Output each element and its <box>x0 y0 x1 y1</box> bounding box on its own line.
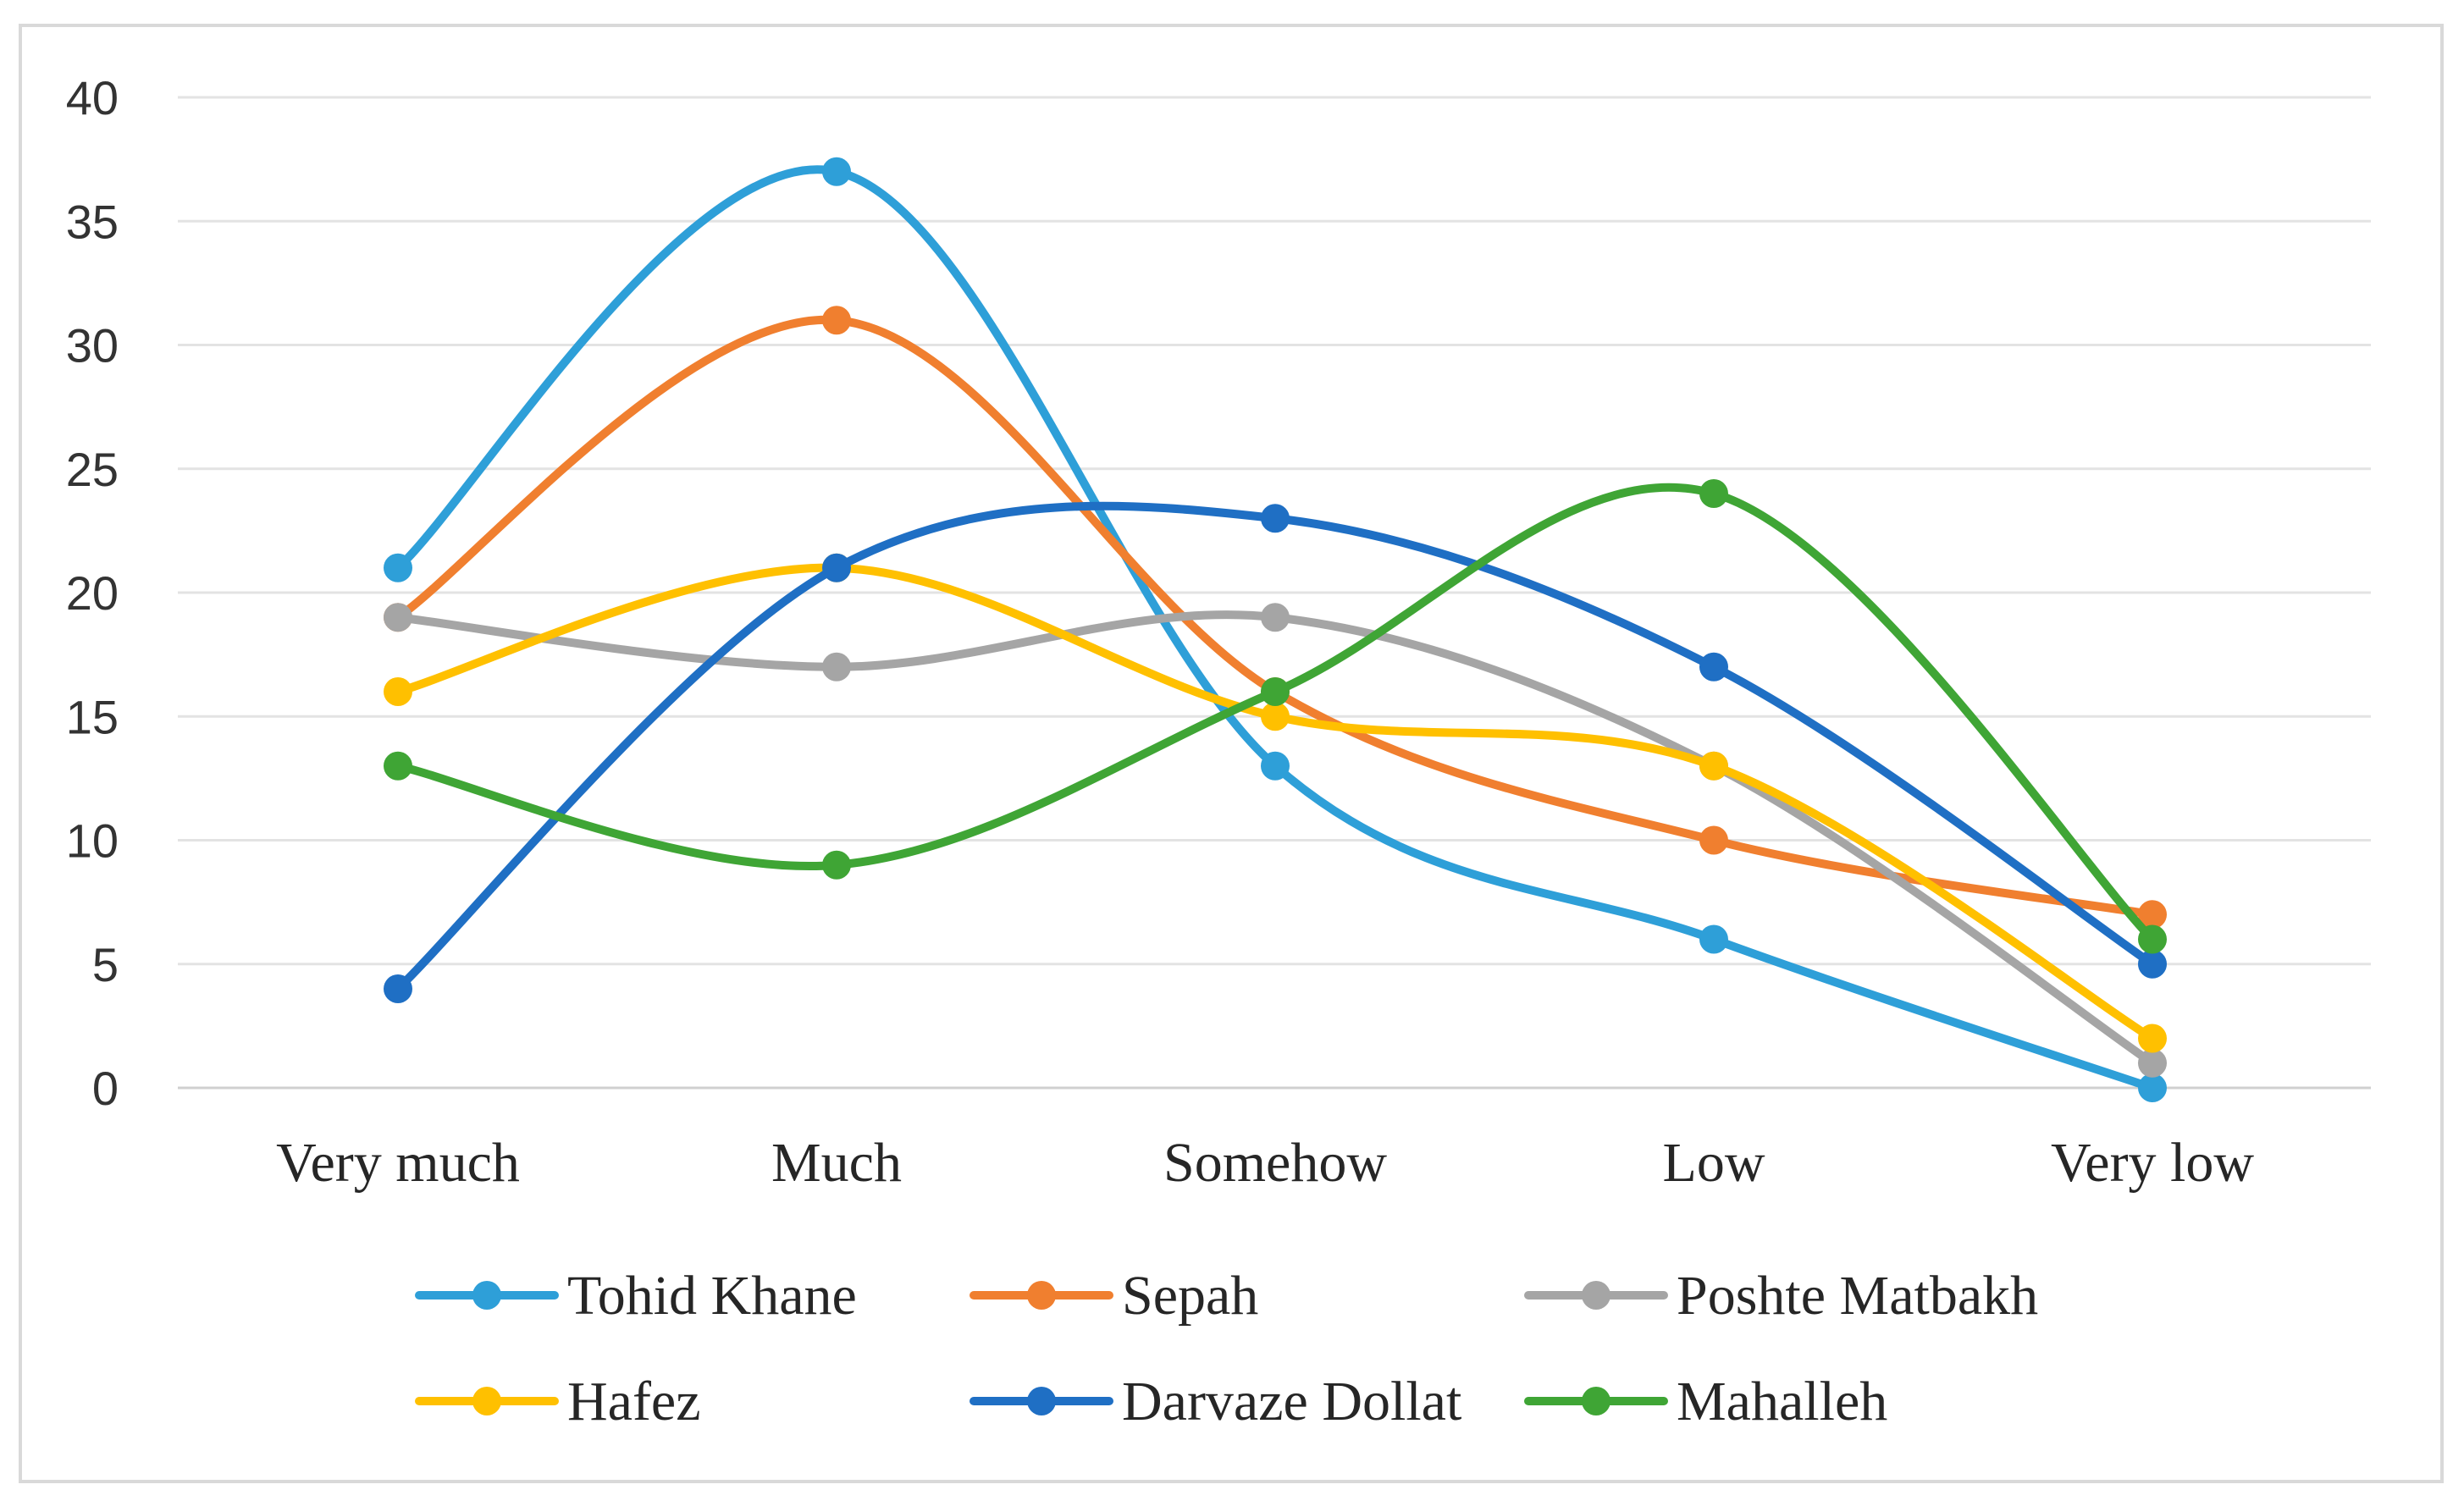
y-axis-ticks: 0 5 10 15 20 25 30 35 40 <box>66 71 119 1115</box>
legend-item: Tohid Khane <box>415 1265 857 1327</box>
series-line <box>394 501 2157 993</box>
series-line <box>394 563 2157 1043</box>
y-tick-label: 5 <box>92 938 119 991</box>
legend-item: Sepah <box>970 1265 1258 1327</box>
data-point <box>1261 677 1290 706</box>
y-tick-label: 0 <box>92 1062 119 1115</box>
legend-label: Poshte Matbakh <box>1677 1265 2038 1327</box>
legend: Tohid Khane Sepah Poshte Matbakh Hafez Darva… <box>415 1265 2038 1432</box>
legend-swatch-marker <box>1582 1281 1610 1310</box>
chart-frame <box>19 24 2444 1483</box>
series-line <box>394 483 2157 944</box>
legend-swatch-marker <box>472 1387 501 1415</box>
data-point <box>1261 702 1290 731</box>
legend-swatch-marker <box>1582 1387 1610 1415</box>
data-point <box>1699 652 1728 682</box>
series-tohid-khane <box>384 157 2167 1102</box>
legend-item: Mahalleh <box>1524 1371 1887 1432</box>
legend-label: Tohid Khane <box>567 1265 857 1327</box>
data-point <box>384 974 412 1003</box>
x-tick-label: Much <box>771 1132 902 1194</box>
x-tick-label: Very low <box>2051 1132 2254 1194</box>
data-point <box>2138 1024 2167 1053</box>
legend-item: Hafez <box>415 1371 701 1432</box>
data-point <box>384 553 412 582</box>
x-tick-label: Low <box>1663 1132 1765 1194</box>
y-tick-label: 40 <box>66 71 119 124</box>
legend-label: Sepah <box>1122 1265 1258 1327</box>
y-tick-label: 25 <box>66 443 119 496</box>
grid-layer <box>178 96 2371 1090</box>
y-tick-label: 10 <box>66 814 119 868</box>
legend-item: Darvaze Dollat <box>970 1371 1461 1432</box>
legend-swatch-marker <box>472 1281 501 1310</box>
legend-label: Mahalleh <box>1677 1371 1887 1432</box>
data-point <box>384 751 412 781</box>
data-point <box>822 157 851 186</box>
data-point <box>1699 479 1728 508</box>
legend-label: Hafez <box>567 1371 701 1432</box>
data-point <box>1699 751 1728 781</box>
y-tick-label: 35 <box>66 195 119 248</box>
data-point <box>1261 751 1290 781</box>
data-point <box>2138 949 2167 979</box>
legend-item: Poshte Matbakh <box>1524 1265 2038 1327</box>
series-mahalleh <box>384 479 2167 954</box>
y-tick-label: 15 <box>66 690 119 743</box>
y-tick-label: 20 <box>66 566 119 620</box>
data-point <box>384 603 412 632</box>
x-tick-label: Somehow <box>1163 1132 1387 1194</box>
series-darvaze-dollat <box>384 501 2167 1003</box>
series-line <box>394 165 2157 1092</box>
data-point <box>2138 1073 2167 1102</box>
data-point <box>2138 1048 2167 1078</box>
legend-swatch-marker <box>1027 1387 1056 1415</box>
series-line <box>394 315 2157 919</box>
y-tick-label: 30 <box>66 319 119 372</box>
data-point <box>822 306 851 335</box>
x-tick-label: Very much <box>276 1132 520 1194</box>
series-layer <box>384 157 2167 1102</box>
data-point <box>2138 924 2167 954</box>
data-point <box>1699 825 1728 855</box>
data-point <box>822 553 851 582</box>
legend-swatch-marker <box>1027 1281 1056 1310</box>
data-point <box>1261 603 1290 632</box>
data-point <box>384 677 412 706</box>
x-axis-ticks: Very much Much Somehow Low Very low <box>276 1132 2254 1194</box>
data-point <box>822 652 851 682</box>
data-point <box>1261 504 1290 533</box>
data-point <box>822 850 851 880</box>
data-point <box>1699 924 1728 954</box>
data-point <box>2138 900 2167 930</box>
legend-label: Darvaze Dollat <box>1122 1371 1461 1432</box>
